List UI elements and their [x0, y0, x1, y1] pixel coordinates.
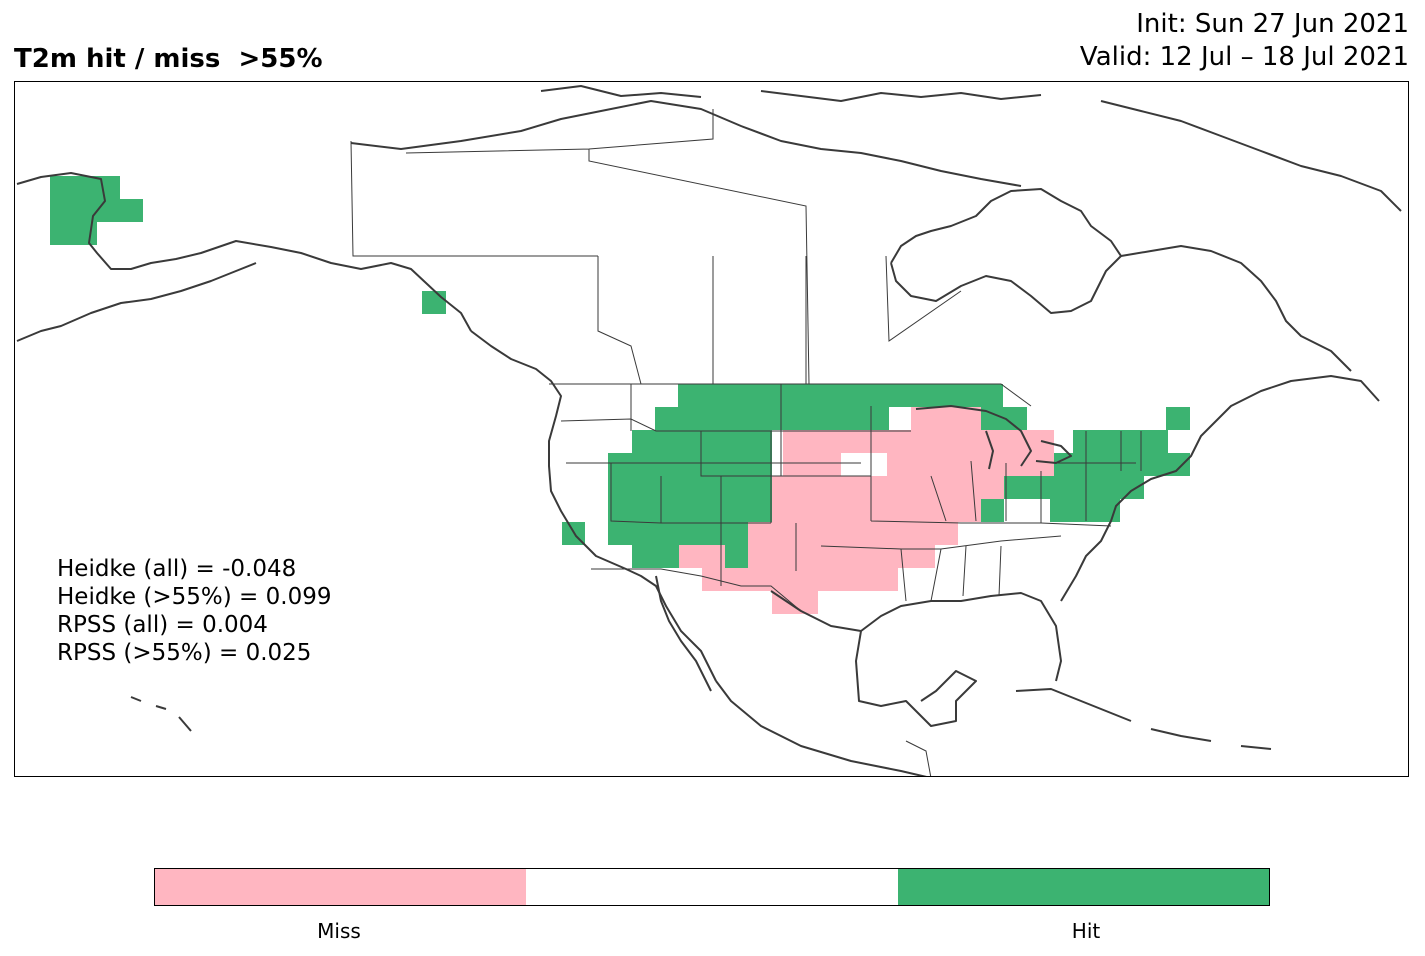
miss-cell — [748, 545, 935, 568]
border-us-states-row3 — [720, 523, 1062, 602]
border-us-states-row2 — [630, 384, 1112, 527]
map-panel[interactable] — [14, 81, 1409, 777]
hit-cell — [1050, 499, 1120, 522]
valid-period: Valid: 12 Jul – 18 Jul 2021 — [1079, 42, 1409, 72]
hit-cell — [50, 222, 97, 245]
border-canada-provinces — [405, 109, 962, 385]
map-title: T2m hit / miss >55% — [14, 44, 323, 74]
heidke-above-threshold: Heidke (>55%) = 0.099 — [57, 584, 332, 610]
coastline-gulf — [770, 590, 1062, 682]
miss-cell — [679, 545, 725, 568]
colorbar-hit-segment — [897, 869, 1269, 905]
miss-cell — [783, 430, 1054, 453]
coastline-baja — [655, 575, 712, 692]
coastline-alaska-south — [16, 262, 257, 342]
border-us-states-east — [930, 431, 1142, 523]
coastline-great-lakes — [915, 405, 1072, 470]
borders — [350, 109, 1142, 776]
coastlines — [16, 85, 1402, 776]
border-mexico-central — [905, 740, 932, 776]
hit-cell — [1050, 453, 1166, 476]
miss-cell — [887, 453, 1054, 476]
hit-cell — [50, 176, 120, 199]
hit-cell — [1166, 407, 1190, 430]
miss-cell — [772, 476, 1004, 499]
hit-cell — [422, 291, 446, 314]
miss-cell — [748, 522, 958, 545]
border-us-states-row1 — [560, 418, 911, 524]
hit-cell — [655, 407, 889, 430]
border-alaska-canada — [350, 140, 598, 257]
rpss-above-threshold: RPSS (>55%) = 0.025 — [57, 640, 312, 666]
hit-cells — [50, 176, 1190, 568]
colorbar-label-miss: Miss — [317, 919, 361, 943]
coastline-labrador — [1120, 245, 1352, 372]
hit-cell — [1004, 476, 1144, 499]
coastline-cuba — [1015, 688, 1272, 750]
coastline-arctic — [350, 100, 1022, 187]
hit-cell — [608, 476, 772, 499]
hit-cell — [632, 545, 679, 568]
miss-cell — [783, 453, 841, 476]
colorbar-label-hit: Hit — [1071, 919, 1101, 943]
coastline-yucatan — [855, 630, 977, 727]
skill-scores: Heidke (all) = -0.048 Heidke (>55%) = 0.… — [57, 555, 331, 667]
coastline-alaska — [16, 172, 472, 332]
miss-cell — [772, 499, 981, 522]
hit-cell — [608, 522, 748, 545]
hit-cell — [725, 545, 748, 568]
coastline-mexico — [715, 680, 927, 776]
rpss-all: RPSS (all) = 0.004 — [57, 612, 268, 638]
heidke-all: Heidke (all) = -0.048 — [57, 556, 297, 582]
hit-cell — [981, 499, 1004, 522]
coastline-atlantic — [1060, 375, 1380, 602]
hit-cell — [608, 453, 772, 476]
colorbar-neutral-segment — [526, 869, 898, 905]
hit-cell — [678, 384, 1003, 407]
miss-cell — [911, 407, 981, 430]
hit-cell — [1166, 453, 1190, 476]
miss-cell — [702, 568, 898, 591]
map-canvas — [16, 85, 1402, 776]
init-date: Init: Sun 27 Jun 2021 — [1136, 9, 1409, 39]
miss-cells — [679, 407, 1054, 614]
coastline-hawaii — [130, 696, 192, 732]
border-canada-us — [549, 383, 1032, 407]
miss-cell — [772, 591, 818, 614]
coastline-hudson-bay — [890, 188, 1122, 314]
coastline-arctic-islands — [540, 85, 1402, 212]
colorbar-miss-segment — [155, 869, 527, 905]
coastline-pacific — [470, 330, 717, 682]
hit-cell — [632, 430, 772, 453]
colorbar — [154, 868, 1270, 906]
hit-cell — [608, 499, 772, 522]
